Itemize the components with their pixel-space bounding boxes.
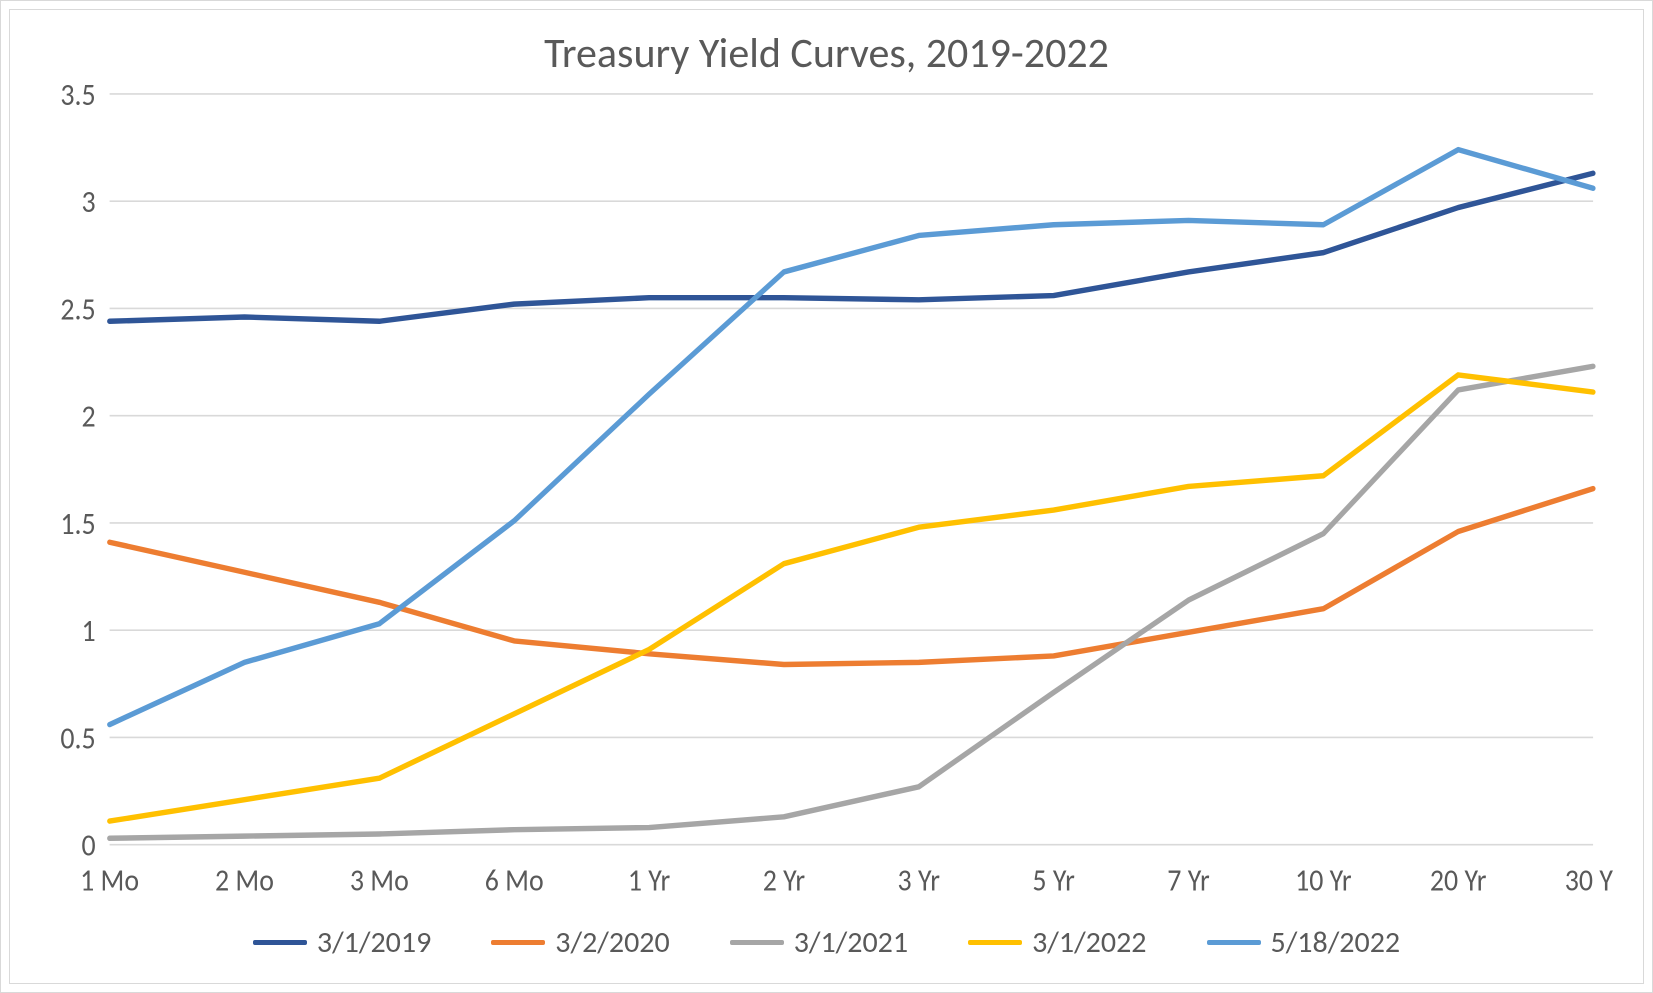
legend-label: 3/1/2021 <box>794 924 908 961</box>
chart-container: Treasury Yield Curves, 2019-2022 0 0.5 1 1.… <box>0 0 1653 993</box>
legend-item: 3/2/2020 <box>491 924 669 961</box>
y-tick-label: 2.5 <box>60 290 95 328</box>
x-tick-label: 3 Yr <box>898 861 940 899</box>
legend: 3/1/2019 3/2/2020 3/1/2021 3/1/2022 5/18/202… <box>10 910 1643 983</box>
y-tick-label: 0.5 <box>60 719 95 757</box>
legend-label: 5/18/2022 <box>1271 924 1401 961</box>
x-tick-label: 5 Yr <box>1032 861 1074 899</box>
chart-svg: 0 0.5 1 1.5 2 2.5 3 3.5 1 Mo 2 Mo 3 Mo 6 Mo 1 Yr 2 Yr… <box>20 83 1613 910</box>
x-tick-label: 1 Mo <box>80 861 139 899</box>
x-tick-label: 2 Yr <box>763 861 805 899</box>
x-tick-label: 1 Yr <box>628 861 670 899</box>
legend-item: 3/1/2021 <box>730 924 908 961</box>
legend-swatch <box>968 940 1022 945</box>
legend-label: 3/1/2019 <box>317 924 431 961</box>
series-line <box>110 366 1593 838</box>
x-tick-label: 30 Yr <box>1565 861 1613 899</box>
x-tick-label: 6 Mo <box>485 861 544 899</box>
x-tick-label: 7 Yr <box>1167 861 1209 899</box>
legend-label: 3/1/2022 <box>1032 924 1146 961</box>
series-line <box>110 375 1593 821</box>
legend-label: 3/2/2020 <box>555 924 669 961</box>
y-tick-label: 1.5 <box>60 505 95 543</box>
x-tick-label: 10 Yr <box>1295 861 1352 899</box>
legend-item: 5/18/2022 <box>1207 924 1401 961</box>
chart-title: Treasury Yield Curves, 2019-2022 <box>10 10 1643 83</box>
x-tick-label: 3 Mo <box>350 861 409 899</box>
plot-area: 0 0.5 1 1.5 2 2.5 3 3.5 1 Mo 2 Mo 3 Mo 6 Mo 1 Yr 2 Yr… <box>10 83 1643 910</box>
legend-swatch <box>1207 940 1261 945</box>
legend-item: 3/1/2019 <box>253 924 431 961</box>
y-tick-label: 2 <box>82 397 96 435</box>
legend-item: 3/1/2022 <box>968 924 1146 961</box>
legend-swatch <box>253 940 307 945</box>
y-tick-label: 1 <box>82 612 96 650</box>
legend-swatch <box>491 940 545 945</box>
x-tick-label: 20 Yr <box>1430 861 1487 899</box>
y-tick-label: 0 <box>82 826 96 864</box>
y-tick-label: 3 <box>82 183 96 221</box>
x-tick-label: 2 Mo <box>215 861 274 899</box>
legend-swatch <box>730 940 784 945</box>
y-tick-label: 3.5 <box>60 83 95 113</box>
chart-panel: Treasury Yield Curves, 2019-2022 0 0.5 1 1.… <box>9 9 1644 984</box>
